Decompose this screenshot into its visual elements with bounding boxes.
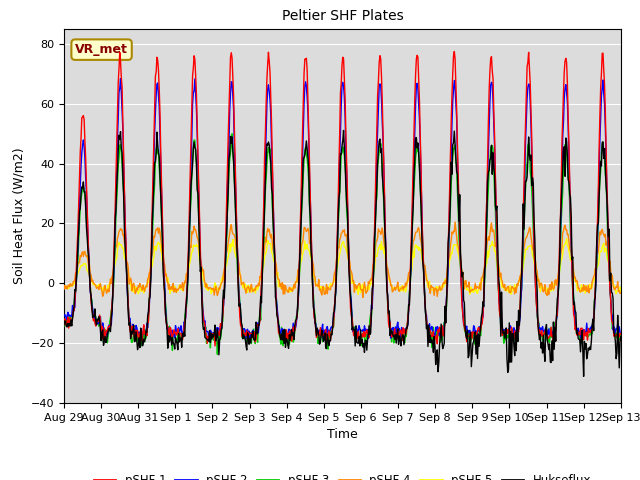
X-axis label: Time: Time	[327, 429, 358, 442]
Title: Peltier SHF Plates: Peltier SHF Plates	[282, 10, 403, 24]
Text: VR_met: VR_met	[75, 43, 128, 56]
Legend: pSHF 1, pSHF 2, pSHF 3, pSHF 4, pSHF 5, Hukseflux: pSHF 1, pSHF 2, pSHF 3, pSHF 4, pSHF 5, …	[89, 469, 596, 480]
Y-axis label: Soil Heat Flux (W/m2): Soil Heat Flux (W/m2)	[12, 148, 25, 284]
